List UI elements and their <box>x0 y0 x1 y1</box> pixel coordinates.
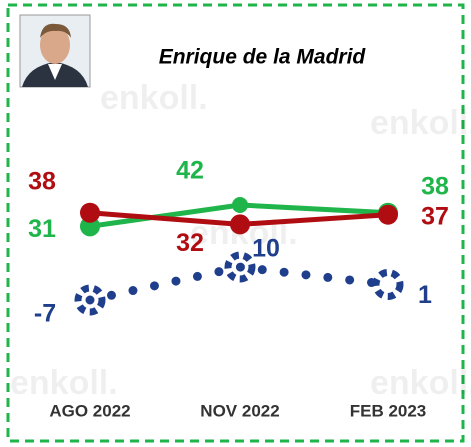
chart: enkoll. enkoll. enkoll. enkoll. enkoll. … <box>0 0 471 447</box>
series-line <box>90 267 388 300</box>
marker <box>378 205 398 225</box>
data-label: 10 <box>252 235 280 263</box>
marker <box>230 214 250 234</box>
photo <box>20 15 90 87</box>
chart-title: Enrique de la Madrid <box>159 46 367 69</box>
data-label: 37 <box>421 202 449 230</box>
data-label: 38 <box>421 172 449 200</box>
data-label: 1 <box>418 281 432 309</box>
marker <box>376 272 400 296</box>
watermark: enkoll. <box>370 364 471 402</box>
data-label: 38 <box>28 167 56 195</box>
data-label: 32 <box>176 229 204 257</box>
data-label: 31 <box>28 215 56 243</box>
watermark: enkoll. <box>370 104 471 142</box>
x-tick-label: FEB 2023 <box>350 401 427 420</box>
marker <box>232 197 248 213</box>
data-label: 42 <box>176 157 204 185</box>
watermark: enkoll. <box>10 364 118 402</box>
data-label: -7 <box>34 300 56 328</box>
watermark: enkoll. <box>100 79 208 117</box>
x-tick-label: AGO 2022 <box>49 401 130 420</box>
marker <box>80 203 100 223</box>
x-tick-label: NOV 2022 <box>200 401 279 420</box>
